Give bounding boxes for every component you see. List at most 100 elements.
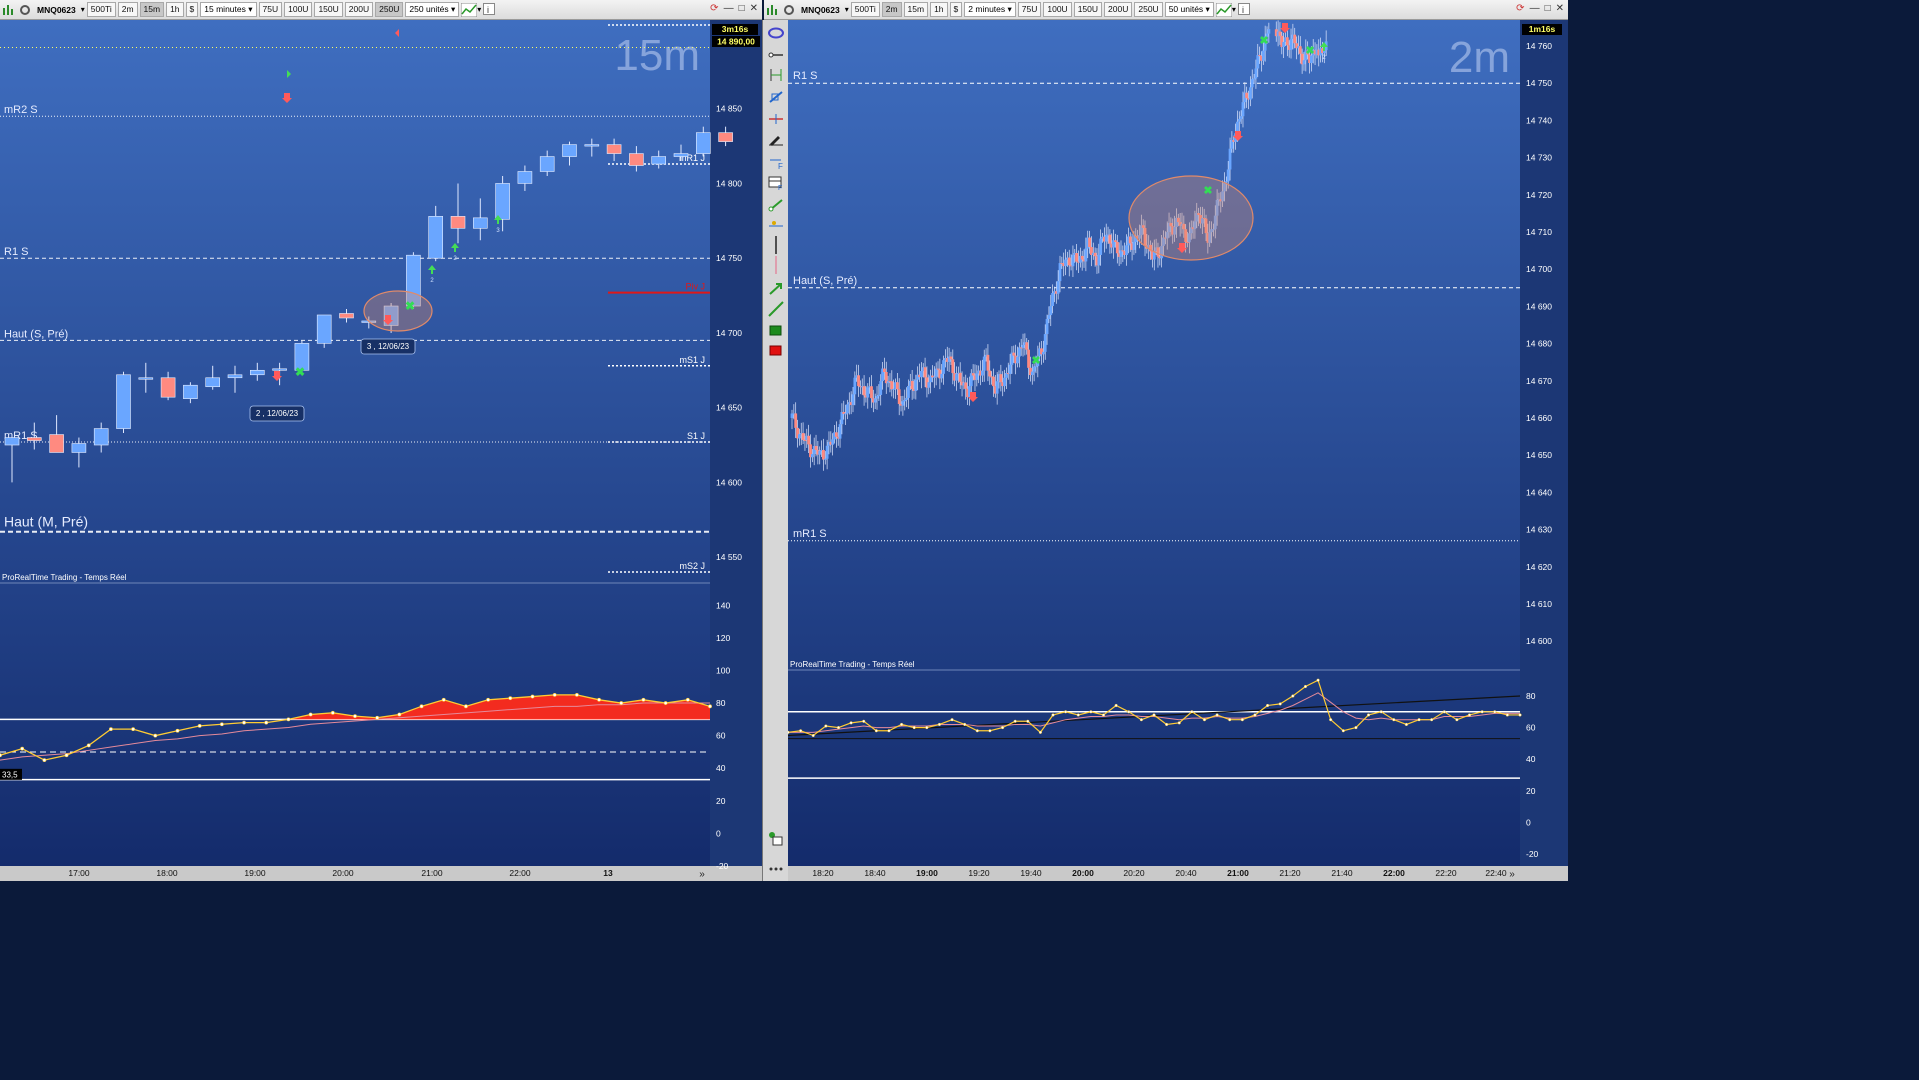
tf-button-15m[interactable]: 15m <box>903 2 929 17</box>
ellipse-tool-icon[interactable] <box>768 26 784 40</box>
table-tool-icon[interactable]: F <box>768 176 784 190</box>
candle-body <box>1239 116 1243 119</box>
gear-icon[interactable] <box>18 3 32 17</box>
unit-button-75u[interactable]: 75U <box>258 2 283 17</box>
chart-icon[interactable] <box>2 3 16 17</box>
green-flag-icon[interactable] <box>768 324 784 338</box>
tf-button-1h[interactable]: 1h <box>930 2 948 17</box>
candle-body <box>805 435 809 441</box>
gear-icon[interactable] <box>782 3 796 17</box>
candle-body <box>969 373 973 387</box>
candle-body <box>1254 68 1258 79</box>
candle-body <box>918 374 921 378</box>
indicator-dropdown-icon[interactable]: ▾ <box>477 5 482 14</box>
indicator-point <box>64 753 69 758</box>
candle-body <box>1200 218 1204 224</box>
indicator-icon[interactable] <box>1215 2 1233 17</box>
indicator-point <box>1329 718 1333 722</box>
right-chart[interactable]: 2m 14 760 14 750 14 740 14 730 14 720 14 710 14… <box>788 20 1568 881</box>
indicator-point <box>1202 718 1207 722</box>
trendline-tool-icon[interactable] <box>768 301 784 317</box>
candle-body <box>450 216 466 229</box>
refresh-icon[interactable]: ⟳ <box>1516 3 1525 14</box>
chart-icon[interactable] <box>766 3 780 17</box>
unit-button-100u[interactable]: 100U <box>284 2 313 17</box>
unit-button-250u[interactable]: 250U <box>1134 2 1163 17</box>
refresh-icon[interactable]: ⟳ <box>710 3 719 14</box>
interval-label: 15 minutes <box>204 4 246 14</box>
minimize-icon[interactable]: — <box>1529 3 1540 14</box>
unit-button-100u[interactable]: 100U <box>1043 2 1072 17</box>
unit-button-150u[interactable]: 150U <box>1073 2 1103 17</box>
tf-button-15m[interactable]: 15m <box>139 2 165 17</box>
candle-body <box>844 413 847 415</box>
candle-body <box>940 373 944 379</box>
indicator-dropdown-icon[interactable]: ▾ <box>1231 5 1236 14</box>
maximize-icon[interactable]: □ <box>1544 3 1551 14</box>
tf-button-1h[interactable]: 1h <box>166 2 184 17</box>
symbol-dropdown-icon[interactable]: ▾ <box>80 5 85 14</box>
info-icon[interactable]: i <box>1237 2 1252 17</box>
timeframe-watermark: 2m <box>1449 33 1510 82</box>
buy-arrow-icon <box>428 265 436 274</box>
vline-light-tool-icon[interactable] <box>768 256 784 274</box>
candle-body <box>810 454 814 458</box>
close-icon[interactable]: ✕ <box>1555 3 1564 14</box>
symbol-selector[interactable]: MNQ0623 <box>801 4 840 15</box>
unit-button-75u[interactable]: 75U <box>1017 2 1042 17</box>
price-tick-label: 14 730 <box>1526 153 1552 163</box>
tf-button-500ti[interactable]: 500Ti <box>850 2 880 17</box>
tf-button-500ti[interactable]: 500Ti <box>86 2 116 17</box>
close-icon[interactable]: ✕ <box>749 3 758 14</box>
unit-button-150u[interactable]: 150U <box>314 2 343 17</box>
pencil-tool-icon[interactable] <box>768 132 784 146</box>
unit-button-250u[interactable]: 250U <box>375 2 404 17</box>
candle-body <box>931 375 934 378</box>
candle-body <box>651 156 667 165</box>
crosshair-tool-icon[interactable] <box>768 218 784 232</box>
indicator-point <box>641 697 646 702</box>
candle-body <box>1165 232 1169 239</box>
left-chart[interactable]: 15m 14 850 14 800 14 750 14 700 14 650 14 600 1… <box>0 20 762 881</box>
candle-body <box>825 445 829 459</box>
signal-count-label: 2 <box>1322 55 1326 61</box>
more-icon[interactable] <box>768 862 784 876</box>
units-select[interactable]: 50 unités ▾ <box>1164 2 1214 17</box>
indicator-point <box>20 746 25 751</box>
symbol-dropdown-icon[interactable]: ▾ <box>844 5 849 14</box>
candle-body <box>1171 226 1175 235</box>
interval-select[interactable]: 15 minutes ▾ <box>200 2 257 17</box>
maximize-icon[interactable]: □ <box>738 3 745 14</box>
minimize-icon[interactable]: — <box>723 3 734 14</box>
arrow-tool-icon[interactable] <box>768 282 784 296</box>
indicator-icon[interactable] <box>460 2 478 17</box>
layers-icon[interactable] <box>768 832 784 846</box>
time-tick-label: 20:00 <box>1072 868 1094 878</box>
unit-button-200u[interactable]: 200U <box>344 2 374 17</box>
vline-tool-icon[interactable] <box>768 236 784 254</box>
candle-body <box>1212 229 1215 231</box>
measure-tool-icon[interactable] <box>768 68 784 82</box>
red-flag-icon[interactable] <box>768 344 784 358</box>
hline-tool-icon[interactable] <box>768 112 784 126</box>
symbol-selector[interactable]: MNQ0623 <box>37 4 76 15</box>
indicator-point <box>109 727 113 732</box>
indicator-tick-label: 0 <box>716 828 721 838</box>
tf-button-2m[interactable]: 2m <box>117 2 138 17</box>
tf-button-dollar[interactable]: $ <box>949 2 963 17</box>
countdown-badge <box>712 24 758 35</box>
link-tool-icon[interactable] <box>768 198 784 212</box>
indicator-point <box>1228 718 1232 722</box>
candle-body <box>1078 255 1082 263</box>
candle-body <box>792 413 796 415</box>
interval-select[interactable]: 2 minutes ▾ <box>964 2 1016 17</box>
fibonacci-tool-icon[interactable] <box>768 90 784 104</box>
tf-button-2m[interactable]: 2m <box>881 2 902 17</box>
info-icon[interactable]: i <box>483 2 497 17</box>
text-tool-icon[interactable]: F <box>768 156 784 170</box>
tf-button-dollar[interactable]: $ <box>185 2 199 17</box>
candle-body <box>932 376 936 378</box>
segment-tool-icon[interactable] <box>768 48 784 62</box>
units-select[interactable]: 250 unités ▾ <box>405 2 460 17</box>
unit-button-200u[interactable]: 200U <box>1104 2 1133 17</box>
